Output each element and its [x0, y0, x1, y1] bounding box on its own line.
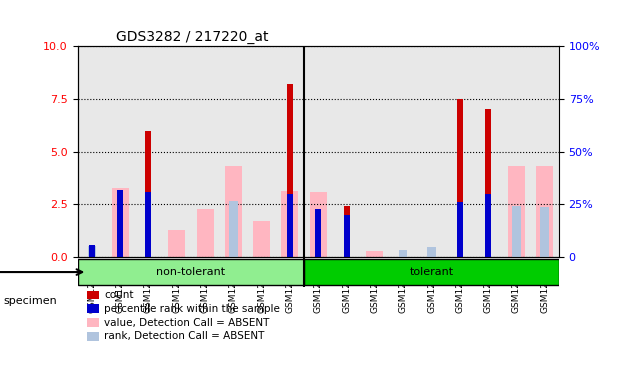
Bar [89, 245, 95, 257]
Bar [366, 251, 383, 257]
Text: rank, Detection Call = ABSENT: rank, Detection Call = ABSENT [104, 331, 265, 341]
Bar [168, 230, 185, 257]
Text: GDS3282 / 217220_at: GDS3282 / 217220_at [116, 30, 269, 44]
Bar [229, 201, 238, 257]
Bar [310, 192, 327, 257]
Text: value, Detection Call = ABSENT: value, Detection Call = ABSENT [104, 318, 270, 328]
Bar [87, 305, 99, 313]
Bar [287, 84, 293, 257]
FancyBboxPatch shape [78, 259, 304, 285]
Text: count: count [104, 290, 134, 300]
Text: non-tolerant: non-tolerant [156, 267, 225, 277]
Bar [343, 205, 350, 257]
Bar [485, 109, 491, 257]
Text: tolerant: tolerant [409, 267, 453, 277]
Bar [87, 318, 99, 327]
Text: specimen: specimen [3, 296, 57, 306]
Bar [427, 247, 436, 257]
Bar [117, 190, 123, 257]
Bar [537, 167, 553, 257]
Bar [112, 188, 129, 257]
Bar [457, 99, 463, 257]
Bar [343, 215, 350, 257]
Text: percentile rank within the sample: percentile rank within the sample [104, 304, 280, 314]
Bar [540, 207, 549, 257]
Bar [287, 194, 293, 257]
Bar [512, 205, 520, 257]
Bar [145, 131, 152, 257]
Bar [225, 167, 242, 257]
Bar [457, 202, 463, 257]
Bar [145, 192, 152, 257]
Bar [399, 250, 407, 257]
Bar [196, 209, 214, 257]
FancyBboxPatch shape [304, 259, 559, 285]
Bar [88, 246, 96, 257]
Bar [485, 194, 491, 257]
Bar [281, 191, 299, 257]
Bar [87, 332, 99, 341]
Bar [253, 221, 270, 257]
Bar [508, 167, 525, 257]
Bar [315, 209, 321, 257]
Bar [87, 291, 99, 300]
